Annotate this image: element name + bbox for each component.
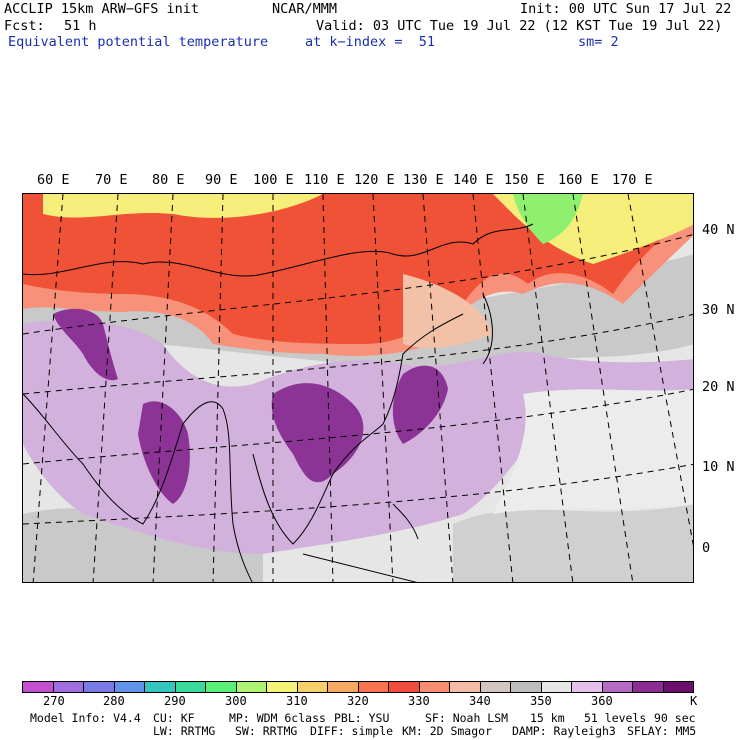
lon-label: 90 E	[205, 172, 238, 188]
colorbar-swatch	[328, 682, 359, 692]
japan-coast	[482, 293, 493, 365]
cumulus-scheme: CU: KF	[153, 711, 195, 725]
lat-label: 30 N	[702, 302, 735, 318]
lon-label: 60 E	[37, 172, 70, 188]
green-zone	[513, 194, 583, 244]
colorbar-swatch	[419, 682, 450, 692]
colorbar-label: 350	[530, 694, 552, 708]
colorbar-swatch	[84, 682, 115, 692]
philippines-coast	[392, 503, 419, 540]
colorbar-swatch	[175, 682, 206, 692]
coastline	[23, 393, 253, 582]
colorbar-swatch	[663, 682, 693, 692]
lon-label: 160 E	[558, 172, 599, 188]
resolution: 15 km	[530, 711, 565, 725]
colorbar-label: 270	[43, 694, 65, 708]
colorbar-swatch	[267, 682, 298, 692]
longwave-scheme: LW: RRTMG	[153, 724, 216, 738]
colorbar-label: 280	[103, 694, 125, 708]
lon-label: 140 E	[453, 172, 494, 188]
peach-zone	[403, 274, 493, 349]
colorbar-label: 300	[225, 694, 247, 708]
lat-line	[23, 234, 693, 335]
borneo-coast	[302, 553, 418, 582]
lon-label: 100 E	[253, 172, 294, 188]
org-label: NCAR/MMM	[272, 1, 338, 17]
pbl-scheme: PBL: YSU	[334, 711, 390, 725]
colorbar-label: 330	[408, 694, 430, 708]
lon-label: 70 E	[95, 172, 128, 188]
lon-label: 120 E	[354, 172, 395, 188]
init-time: Init: 00 UTC Sun 17 Jul 22	[520, 1, 732, 17]
gray-zone	[23, 254, 693, 367]
lightgray-pacific	[493, 389, 693, 514]
colorbar	[22, 681, 694, 693]
colorbar-unit: K	[690, 694, 698, 708]
microphysics-scheme: MP: WDM 6class	[229, 711, 326, 725]
colorbar-swatch	[53, 682, 84, 692]
yellow-zone	[43, 194, 323, 218]
timestep: 90 sec	[654, 711, 696, 725]
surface-scheme: SF: Noah LSM	[425, 711, 509, 725]
forecast-label: Fcst:	[4, 18, 45, 34]
diffusion: DIFF: simple	[310, 724, 394, 738]
levels: 51 levels	[584, 711, 647, 725]
colorbar-label: 320	[347, 694, 369, 708]
lat-line	[23, 388, 693, 465]
colorbar-swatch	[572, 682, 603, 692]
colorbar-swatch	[145, 682, 176, 692]
lat-label: 10 N	[702, 459, 735, 475]
colorbar-swatch	[450, 682, 481, 692]
valid-time: Valid: 03 UTC Tue 19 Jul 22 (12 KST Tue …	[316, 18, 723, 34]
smoothing: sm= 2	[578, 34, 619, 50]
border-line	[23, 223, 534, 277]
colorbar-label: 310	[286, 694, 308, 708]
field-name: Equivalent potential temperature	[8, 34, 269, 50]
coastline	[252, 313, 464, 545]
colorbar-swatch	[480, 682, 511, 692]
lat-line	[23, 313, 693, 395]
dark-purple-core	[53, 308, 118, 381]
lat-line	[23, 463, 693, 525]
colorbar-swatch	[389, 682, 420, 692]
damping: DAMP: Rayleigh3	[512, 724, 616, 738]
colorbar-swatch	[541, 682, 572, 692]
lon-label: 170 E	[612, 172, 653, 188]
surface-layer: SFLAY: MM5	[627, 724, 697, 738]
theta-e-map	[22, 193, 694, 583]
colorbar-swatch	[297, 682, 328, 692]
colorbar-swatch	[23, 682, 54, 692]
lat-label: 20 N	[702, 379, 735, 395]
colorbar-label: 340	[469, 694, 491, 708]
lat-label: 40 N	[702, 222, 735, 238]
model-info: Model Info: V4.4	[30, 711, 141, 725]
shortwave-scheme: SW: RRTMG	[235, 724, 298, 738]
lon-label: 130 E	[403, 172, 444, 188]
colorbar-swatch	[206, 682, 237, 692]
eddy-scheme: KM: 2D Smagor	[402, 724, 493, 738]
forecast-hours: 51 h	[64, 18, 97, 34]
colorbar-swatch	[236, 682, 267, 692]
colorbar-label: 360	[591, 694, 613, 708]
lon-label: 110 E	[304, 172, 345, 188]
dark-purple-core	[138, 401, 190, 504]
lon-label: 150 E	[504, 172, 545, 188]
lon-label: 80 E	[152, 172, 185, 188]
red-zone	[23, 194, 693, 344]
colorbar-swatch	[511, 682, 542, 692]
dark-purple-core	[392, 365, 448, 444]
colorbar-swatch	[602, 682, 633, 692]
dark-purple-core	[271, 383, 364, 483]
colorbar-label: 290	[164, 694, 186, 708]
vertical-level: at k−index = 51	[305, 34, 436, 50]
model-title: ACCLIP 15km ARW−GFS init	[4, 1, 200, 17]
colorbar-swatch	[633, 682, 664, 692]
colorbar-swatch	[114, 682, 145, 692]
lat-label: 0	[702, 540, 711, 556]
gray-zone-southeast	[453, 504, 693, 582]
colorbar-swatch	[358, 682, 389, 692]
